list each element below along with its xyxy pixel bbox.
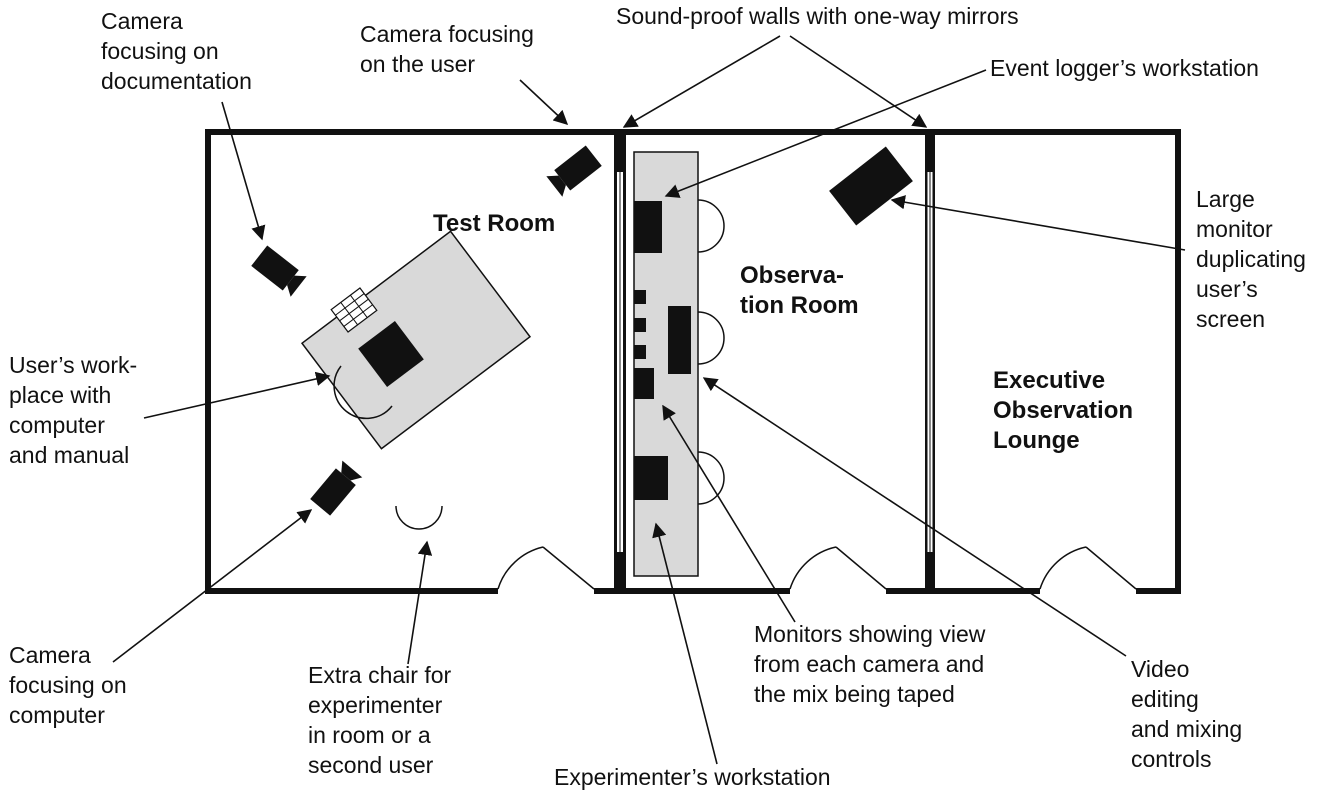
label-soundproof-walls: Sound-proof walls with one-way mirrors (616, 3, 1019, 29)
observer-chair (697, 199, 725, 253)
arrow-extra-chair (407, 540, 433, 665)
observer-chair (697, 311, 725, 365)
door-executive-lounge (1039, 546, 1137, 594)
label-user-workplace: User’s work- place with computer and man… (9, 352, 138, 468)
partition-wall-left (614, 132, 626, 591)
label-monitors: Monitors showing view from each camera a… (754, 621, 986, 707)
label-event-logger: Event logger’s workstation (990, 55, 1259, 81)
arrow-camera-user (519, 79, 569, 125)
label-large-monitor: Large monitor duplicating user’s screen (1196, 186, 1306, 332)
arrow-event-logger (664, 69, 987, 198)
extra-chair (395, 505, 443, 530)
label-experimenter-workstation: Experimenter’s workstation (554, 764, 831, 790)
camera-monitor (634, 318, 646, 332)
arrow-soundproof-right (789, 35, 928, 128)
label-camera-documentation: Camera focusing on documentation (101, 8, 252, 94)
camera-monitor (634, 345, 646, 359)
door-test-room (497, 546, 595, 594)
camera-documentation-icon (251, 245, 307, 297)
arrow-monitors (662, 404, 796, 623)
outer-wall (205, 129, 1181, 594)
door-observation-room (789, 546, 887, 594)
arrow-soundproof-left (622, 35, 781, 128)
label-camera-computer: Camera focusing on computer (9, 642, 127, 728)
label-video-editing: Video editing and mixing controls (1131, 656, 1243, 772)
label-camera-user: Camera focusing on the user (360, 21, 534, 77)
experimenter-monitor (634, 456, 668, 500)
observer-chair (697, 451, 725, 505)
user-chair (333, 365, 393, 420)
arrow-large-monitor (890, 195, 1186, 251)
manual-book (330, 287, 378, 333)
mix-monitor (634, 368, 654, 399)
label-extra-chair: Extra chair for experimenter in room or … (308, 662, 452, 778)
arrow-camera-computer (112, 509, 313, 663)
room-label-observation: Observa- tion Room (740, 262, 859, 319)
computer-monitor (358, 320, 424, 388)
event-logger-monitor (634, 201, 662, 253)
room-label-executive: Executive Observation Lounge (993, 367, 1134, 454)
camera-monitor (634, 290, 646, 304)
room-label-test: Test Room (433, 210, 556, 237)
arrow-user-workplace (143, 371, 331, 419)
camera-user-icon (546, 145, 602, 197)
user-desk (300, 230, 532, 450)
camera-computer-icon (310, 460, 363, 516)
arrow-video-editing (702, 377, 1127, 657)
video-editing-controls (668, 306, 691, 374)
arrow-camera-documentation (221, 101, 266, 241)
arrow-experimenter (652, 522, 718, 765)
large-monitor-icon (829, 146, 913, 226)
partition-wall-right (925, 132, 935, 591)
